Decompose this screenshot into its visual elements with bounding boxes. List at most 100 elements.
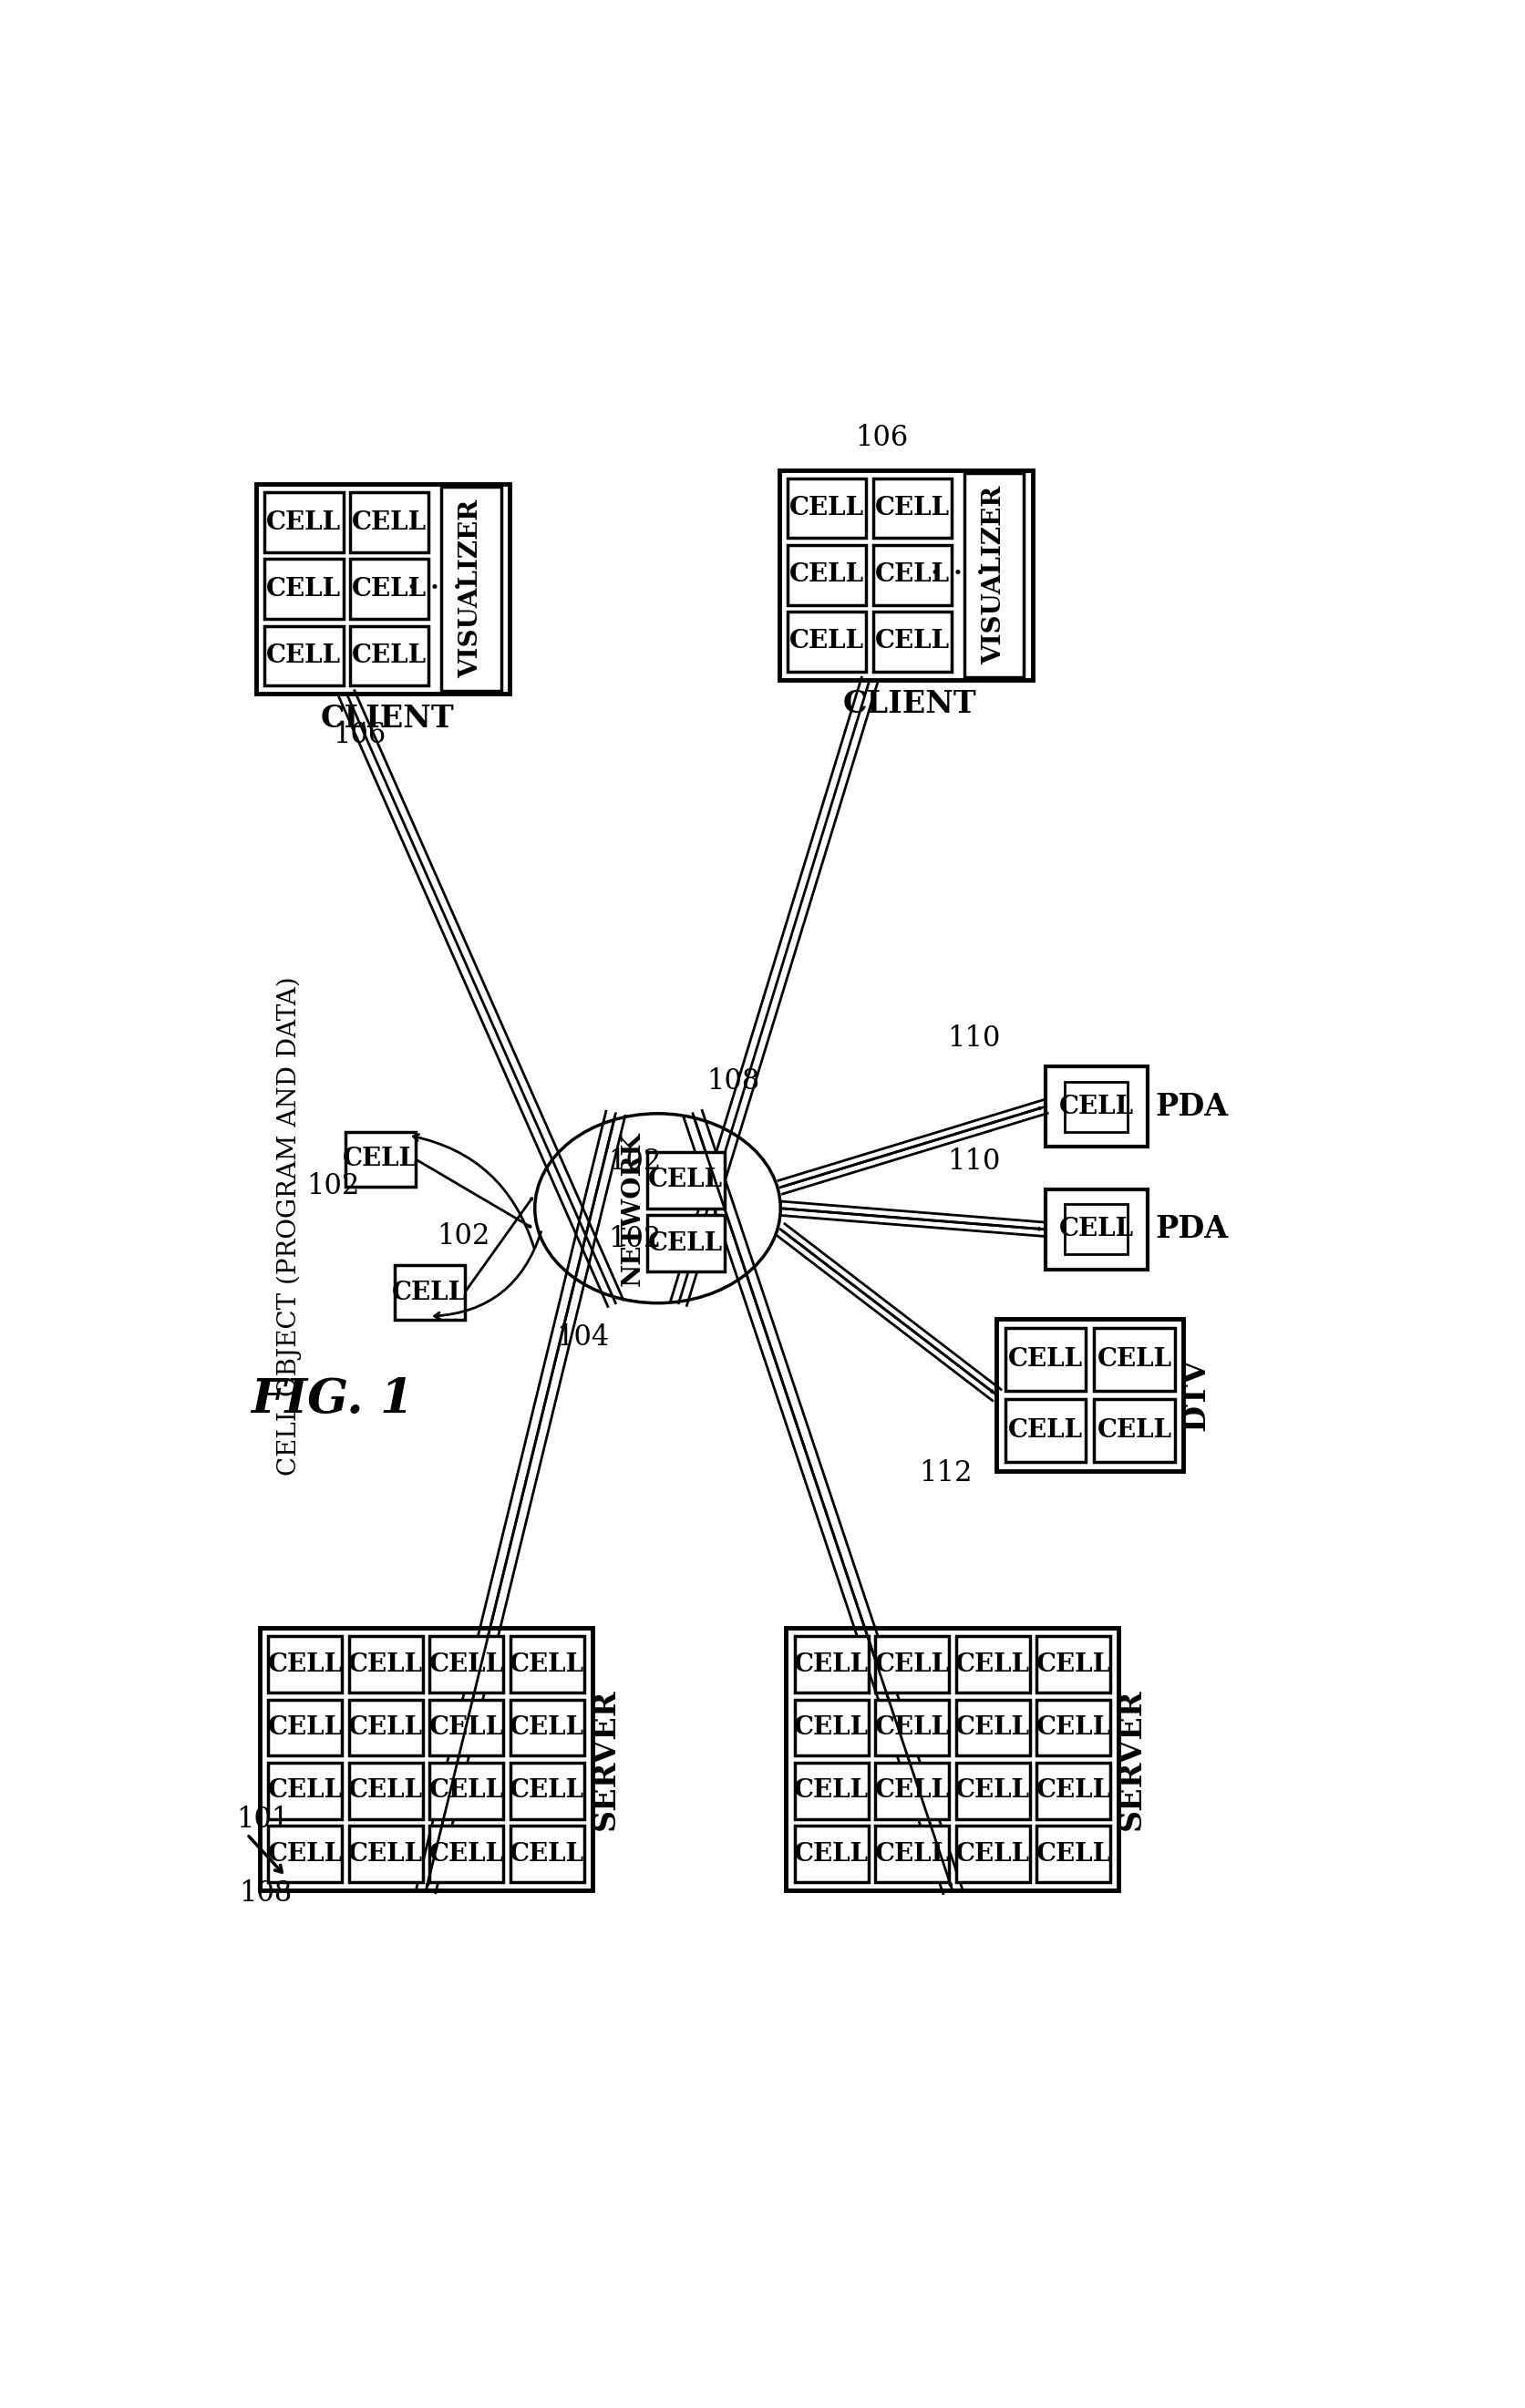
Text: CELL: CELL <box>509 1842 584 1866</box>
Bar <box>511 1700 584 1755</box>
Text: CELL: CELL <box>955 1842 1031 1866</box>
Text: CELL: CELL <box>267 1714 343 1741</box>
Bar <box>964 472 1025 677</box>
Text: CELL: CELL <box>429 1714 503 1741</box>
Bar <box>1005 1327 1086 1392</box>
Bar <box>997 1320 1183 1471</box>
Text: CELL: CELL <box>1035 1714 1112 1741</box>
Bar <box>956 1700 1029 1755</box>
Bar <box>430 1700 503 1755</box>
Bar <box>874 544 952 604</box>
Bar <box>265 626 343 686</box>
Bar <box>875 1763 949 1818</box>
Text: CELL: CELL <box>352 510 427 535</box>
Text: CLIENT: CLIENT <box>320 703 454 734</box>
Text: CELL: CELL <box>795 1714 869 1741</box>
Text: 112: 112 <box>920 1459 973 1488</box>
Bar <box>1064 1081 1128 1132</box>
Text: 110: 110 <box>947 1149 1000 1175</box>
Bar <box>1046 1190 1147 1269</box>
Text: CELL: CELL <box>1058 1093 1133 1120</box>
Bar <box>956 1763 1029 1818</box>
Text: CELL: CELL <box>955 1652 1031 1676</box>
Bar <box>956 1637 1029 1693</box>
Bar <box>779 470 1032 679</box>
Bar <box>875 1700 949 1755</box>
Bar <box>268 1825 342 1883</box>
Bar <box>259 1628 592 1890</box>
Bar <box>268 1700 342 1755</box>
Bar <box>395 1264 465 1320</box>
Text: VISUALIZER: VISUALIZER <box>459 498 483 679</box>
Bar <box>349 1825 422 1883</box>
Text: CELL: CELL <box>352 643 427 667</box>
Text: CELL: CELL <box>509 1652 584 1676</box>
Text: CELL: CELL <box>429 1780 503 1804</box>
Bar <box>268 1637 342 1693</box>
Text: CELL: CELL <box>795 1652 869 1676</box>
Bar <box>1037 1763 1110 1818</box>
Text: CELL: CELL <box>348 1842 422 1866</box>
Ellipse shape <box>535 1112 781 1303</box>
Text: CELL: CELL <box>875 1714 950 1741</box>
Text: CELL: CELL <box>1035 1652 1112 1676</box>
Bar <box>511 1763 584 1818</box>
Bar <box>1064 1204 1128 1255</box>
Bar <box>1005 1399 1086 1462</box>
Bar <box>795 1637 868 1693</box>
Bar <box>345 1132 415 1187</box>
Text: CELL: CELL <box>348 1780 422 1804</box>
Text: · · ·: · · · <box>930 559 987 592</box>
Text: CLIENT: CLIENT <box>843 689 978 720</box>
Text: CELL: CELL <box>875 496 950 520</box>
Text: CELL: CELL <box>1035 1780 1112 1804</box>
Bar <box>647 1216 724 1271</box>
Bar <box>1037 1637 1110 1693</box>
Bar <box>430 1825 503 1883</box>
Text: 108: 108 <box>238 1878 291 1907</box>
Text: CELL: CELL <box>267 576 342 602</box>
Text: CELL: CELL <box>648 1168 723 1192</box>
Bar <box>256 484 509 694</box>
Text: CELL: CELL <box>875 1780 950 1804</box>
Text: CELL: CELL <box>1096 1346 1173 1373</box>
Bar <box>874 612 952 672</box>
Text: 108: 108 <box>706 1067 759 1096</box>
Text: CELL: CELL <box>343 1146 418 1173</box>
Text: 104: 104 <box>557 1324 608 1351</box>
Bar <box>351 626 429 686</box>
Text: CELL: CELL <box>1035 1842 1112 1866</box>
Bar <box>956 1825 1029 1883</box>
Text: CELL: CELL <box>429 1842 503 1866</box>
Bar <box>795 1825 868 1883</box>
Text: · · ·: · · · <box>407 573 464 607</box>
Bar <box>265 494 343 551</box>
Text: CELL: CELL <box>790 563 865 588</box>
Bar <box>1037 1825 1110 1883</box>
Bar <box>875 1637 949 1693</box>
Text: 106: 106 <box>856 424 909 453</box>
Text: 101: 101 <box>236 1806 290 1832</box>
Bar <box>1046 1067 1147 1146</box>
Text: CELL: CELL <box>429 1652 503 1676</box>
Bar <box>351 494 429 551</box>
Text: SERVER: SERVER <box>1116 1688 1147 1830</box>
Bar <box>647 1151 724 1209</box>
Text: 102: 102 <box>307 1173 360 1199</box>
Text: CELL: CELL <box>267 510 342 535</box>
Bar <box>349 1637 422 1693</box>
Bar <box>795 1763 868 1818</box>
Text: CELL: CELL <box>955 1714 1031 1741</box>
Text: CELL: CELL <box>1096 1418 1173 1442</box>
Text: CELL: CELL <box>267 1842 343 1866</box>
Text: CELL: CELL <box>875 1652 950 1676</box>
Text: CELL: CELL <box>875 563 950 588</box>
Text: CELL: CELL <box>875 1842 950 1866</box>
Text: CELL: CELL <box>790 496 865 520</box>
Text: CELL: CELL <box>267 1780 343 1804</box>
Bar <box>442 486 502 691</box>
Text: CELL: CELL <box>352 576 427 602</box>
Bar <box>875 1825 949 1883</box>
Text: CELL: CELL <box>1008 1418 1083 1442</box>
Bar <box>874 479 952 537</box>
